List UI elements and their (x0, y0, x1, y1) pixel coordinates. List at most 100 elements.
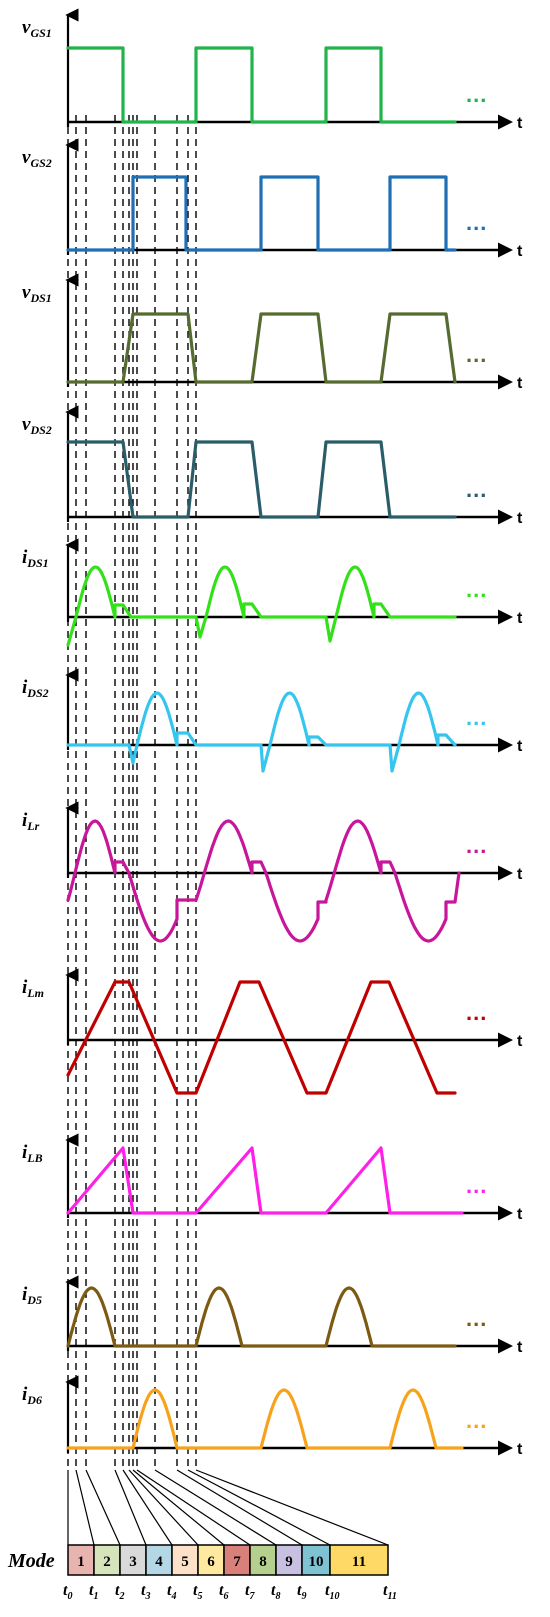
waveform-vgs1 (66, 46, 457, 124)
time-symbol: t (297, 1582, 302, 1599)
axis-label-ids2: t (517, 738, 523, 755)
mode-connector-5 (128, 1469, 199, 1546)
panel-id6: t iD6... (22, 1375, 523, 1458)
ellipsis-ilr: ... (466, 833, 487, 858)
signal-symbol: i (22, 677, 28, 698)
signal-subscript: D5 (26, 1293, 42, 1307)
time-subscript: 3 (144, 1591, 150, 1602)
signal-subscript: GS1 (30, 26, 51, 40)
time-label-9: t9 (297, 1582, 306, 1602)
time-symbol: t (245, 1582, 250, 1599)
mode-number-8: 8 (259, 1554, 267, 1570)
signal-symbol: i (22, 1284, 28, 1305)
ellipsis-ids1: ... (466, 577, 487, 602)
axis-label-ids1: t (517, 610, 523, 627)
waveform-id5 (66, 1286, 457, 1348)
mode-number-10: 10 (309, 1554, 324, 1570)
mode-number-11: 11 (352, 1554, 366, 1570)
axis-label-vds2: t (517, 510, 523, 527)
mode-number-1: 1 (77, 1554, 85, 1570)
time-label-1: t1 (89, 1582, 98, 1602)
signal-symbol: v (22, 414, 31, 435)
time-label-10: t10 (325, 1582, 339, 1602)
signal-subscript: Lm (26, 986, 44, 1000)
mode-connector-11 (195, 1469, 389, 1546)
panel-ilr: t iLr... (22, 801, 523, 943)
signal-subscript: GS2 (30, 156, 51, 170)
signal-symbol: i (22, 547, 28, 568)
waveform-vds2 (66, 440, 457, 519)
signal-symbol: i (22, 1384, 28, 1405)
ellipsis-vds2: ... (466, 477, 487, 502)
signal-subscript: Lr (26, 819, 39, 833)
panel-ids2: t iDS2... (22, 668, 523, 773)
mode-box-5 (171, 1544, 199, 1576)
ellipsis-vgs2: ... (466, 210, 487, 235)
time-label-8: t8 (271, 1582, 280, 1602)
panel-vgs1: t vGS1... (22, 8, 523, 132)
mode-connector-4 (122, 1469, 173, 1546)
time-symbol: t (271, 1582, 276, 1599)
mode-box-11 (329, 1544, 389, 1576)
signal-subscript: DS2 (26, 686, 48, 700)
mode-connector-2 (85, 1469, 121, 1546)
time-subscript: 0 (67, 1591, 72, 1602)
mode-number-9: 9 (285, 1554, 293, 1570)
signal-label-vds1: vDS1 (22, 282, 52, 305)
signal-subscript: DS1 (26, 556, 48, 570)
waveform-ilr (66, 819, 461, 943)
mode-box-8 (249, 1544, 277, 1576)
time-symbol: t (89, 1582, 94, 1599)
signal-label-vgs2: vGS2 (22, 147, 52, 170)
ellipsis-id6: ... (466, 1408, 487, 1433)
mode-table-title: Mode (7, 1550, 55, 1572)
time-symbol: t (63, 1582, 68, 1599)
waveform-vgs2 (66, 175, 457, 252)
time-symbol: t (141, 1582, 146, 1599)
waveform-ids2 (66, 691, 457, 773)
mode-connector-6 (132, 1469, 225, 1546)
time-label-5: t5 (193, 1582, 202, 1602)
mode-number-6: 6 (207, 1554, 215, 1570)
signal-label-id6: iD6 (22, 1384, 42, 1407)
axis-label-vds1: t (517, 375, 523, 392)
waveform-ids1 (66, 565, 457, 647)
signal-subscript: D6 (26, 1393, 42, 1407)
time-subscript: 8 (275, 1591, 280, 1602)
mode-box-6 (197, 1544, 225, 1576)
signal-symbol: v (22, 282, 31, 303)
axis-label-vgs2: t (517, 243, 523, 260)
mode-connector-8 (154, 1469, 277, 1546)
time-subscript: 10 (329, 1591, 339, 1602)
axis-label-ilm: t (517, 1033, 523, 1050)
time-symbol: t (115, 1582, 120, 1599)
panel-ilb: t iLB... (22, 1133, 523, 1223)
mode-number-7: 7 (233, 1554, 241, 1570)
mode-box-2 (93, 1544, 121, 1576)
time-symbol: t (219, 1582, 224, 1599)
signal-subscript: DS2 (29, 423, 51, 437)
waveform-id6 (66, 1388, 464, 1450)
time-label-3: t3 (141, 1582, 150, 1602)
mode-box-10 (301, 1544, 331, 1576)
ellipsis-id5: ... (466, 1306, 487, 1331)
time-label-0: t0 (63, 1582, 72, 1602)
axis-label-ilb: t (517, 1206, 523, 1223)
mode-number-4: 4 (155, 1554, 163, 1570)
time-label-2: t2 (115, 1582, 124, 1602)
time-symbol: t (193, 1582, 198, 1599)
time-label-11: t11 (383, 1582, 397, 1602)
time-label-7: t7 (245, 1582, 255, 1602)
time-label-4: t4 (167, 1582, 176, 1602)
time-subscript: 1 (93, 1591, 98, 1602)
time-subscript: 9 (301, 1591, 306, 1602)
signal-symbol: v (22, 17, 31, 38)
axis-label-id6: t (517, 1441, 523, 1458)
waveform-ilm (66, 980, 457, 1095)
signal-subscript: LB (26, 1151, 42, 1165)
time-subscript: 4 (170, 1591, 176, 1602)
time-symbol: t (167, 1582, 172, 1599)
signal-symbol: i (22, 977, 28, 998)
signal-label-ilr: iLr (22, 810, 40, 833)
